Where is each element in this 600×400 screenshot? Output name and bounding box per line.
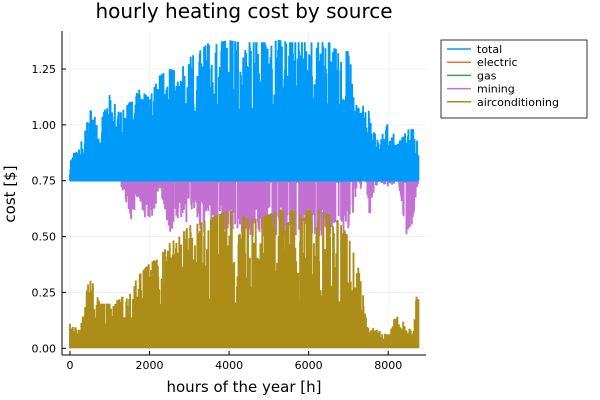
legend-label-airconditioning: airconditioning	[477, 96, 559, 109]
y-tick-label-0: 0.00	[32, 342, 57, 355]
plot-area: 0 2000 4000 6000 8000 0.00 0.25 0.50 0.75 1.00 1.2…	[32, 31, 426, 372]
y-tick-label-2: 0.50	[32, 231, 57, 244]
x-tick-label-1: 2000	[136, 359, 164, 372]
series-airconditioning-area	[69, 209, 420, 349]
y-axis-title: cost [$]	[1, 165, 19, 222]
series-airconditioning	[69, 209, 420, 349]
y-tick-label-4: 1.00	[32, 119, 57, 132]
axes	[61, 31, 426, 356]
y-tick-label-1: 0.25	[32, 286, 57, 299]
legend-box	[440, 39, 588, 119]
legend-label-total: total	[477, 43, 502, 56]
series-layer	[69, 40, 420, 349]
series-total	[69, 40, 420, 181]
x-tick-label-2: 4000	[215, 359, 243, 372]
x-tick-label-4: 8000	[374, 359, 402, 372]
legend-label-gas: gas	[477, 69, 497, 82]
x-tick-label-3: 6000	[295, 359, 323, 372]
legend-label-electric: electric	[477, 56, 518, 69]
series-total-area	[69, 40, 420, 181]
legend-label-mining: mining	[477, 83, 515, 96]
tick-labels: 0 2000 4000 6000 8000 0.00 0.25 0.50 0.75 1.00 1.2…	[32, 63, 403, 372]
y-tick-label-3: 0.75	[32, 175, 57, 188]
x-axis-title: hours of the year [h]	[167, 378, 322, 396]
y-tick-label-5: 1.25	[32, 63, 57, 76]
chart-title: hourly heating cost by source	[95, 0, 392, 23]
x-tick-label-0: 0	[66, 359, 73, 372]
